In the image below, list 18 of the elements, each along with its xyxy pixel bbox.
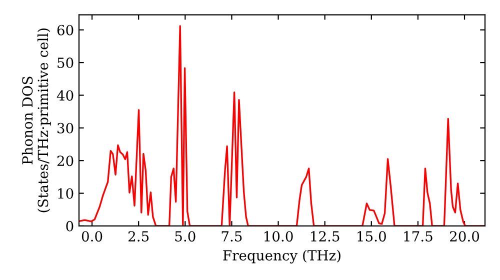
x-tick-label: 20.0 — [450, 231, 480, 242]
x-axis-title: Frequency (THz) — [223, 250, 340, 264]
y-tick-label: 50 — [58, 58, 74, 68]
y-tick-label: 30 — [58, 122, 74, 134]
x-tick-label: 10.0 — [264, 231, 293, 242]
y-tick-label: 60 — [57, 24, 74, 36]
x-tick-label: 12.5 — [311, 231, 340, 242]
y-tick-label: 10 — [58, 188, 74, 199]
y-tick-label: 40 — [56, 90, 74, 101]
y-tick-label: 0 — [66, 220, 74, 232]
y-tick-label: 20 — [57, 156, 74, 166]
x-tick-label: 7.5 — [222, 231, 242, 242]
x-tick-label: 0.0 — [82, 231, 102, 242]
x-tick-label: 15.0 — [358, 231, 386, 242]
x-tick-label: 5.0 — [175, 231, 196, 242]
x-tick-label: 2.5 — [128, 231, 149, 242]
x-tick-label: 17.5 — [404, 231, 432, 242]
y-axis-title: Phonon DOS (States/THz·primitive cell) — [22, 28, 51, 212]
